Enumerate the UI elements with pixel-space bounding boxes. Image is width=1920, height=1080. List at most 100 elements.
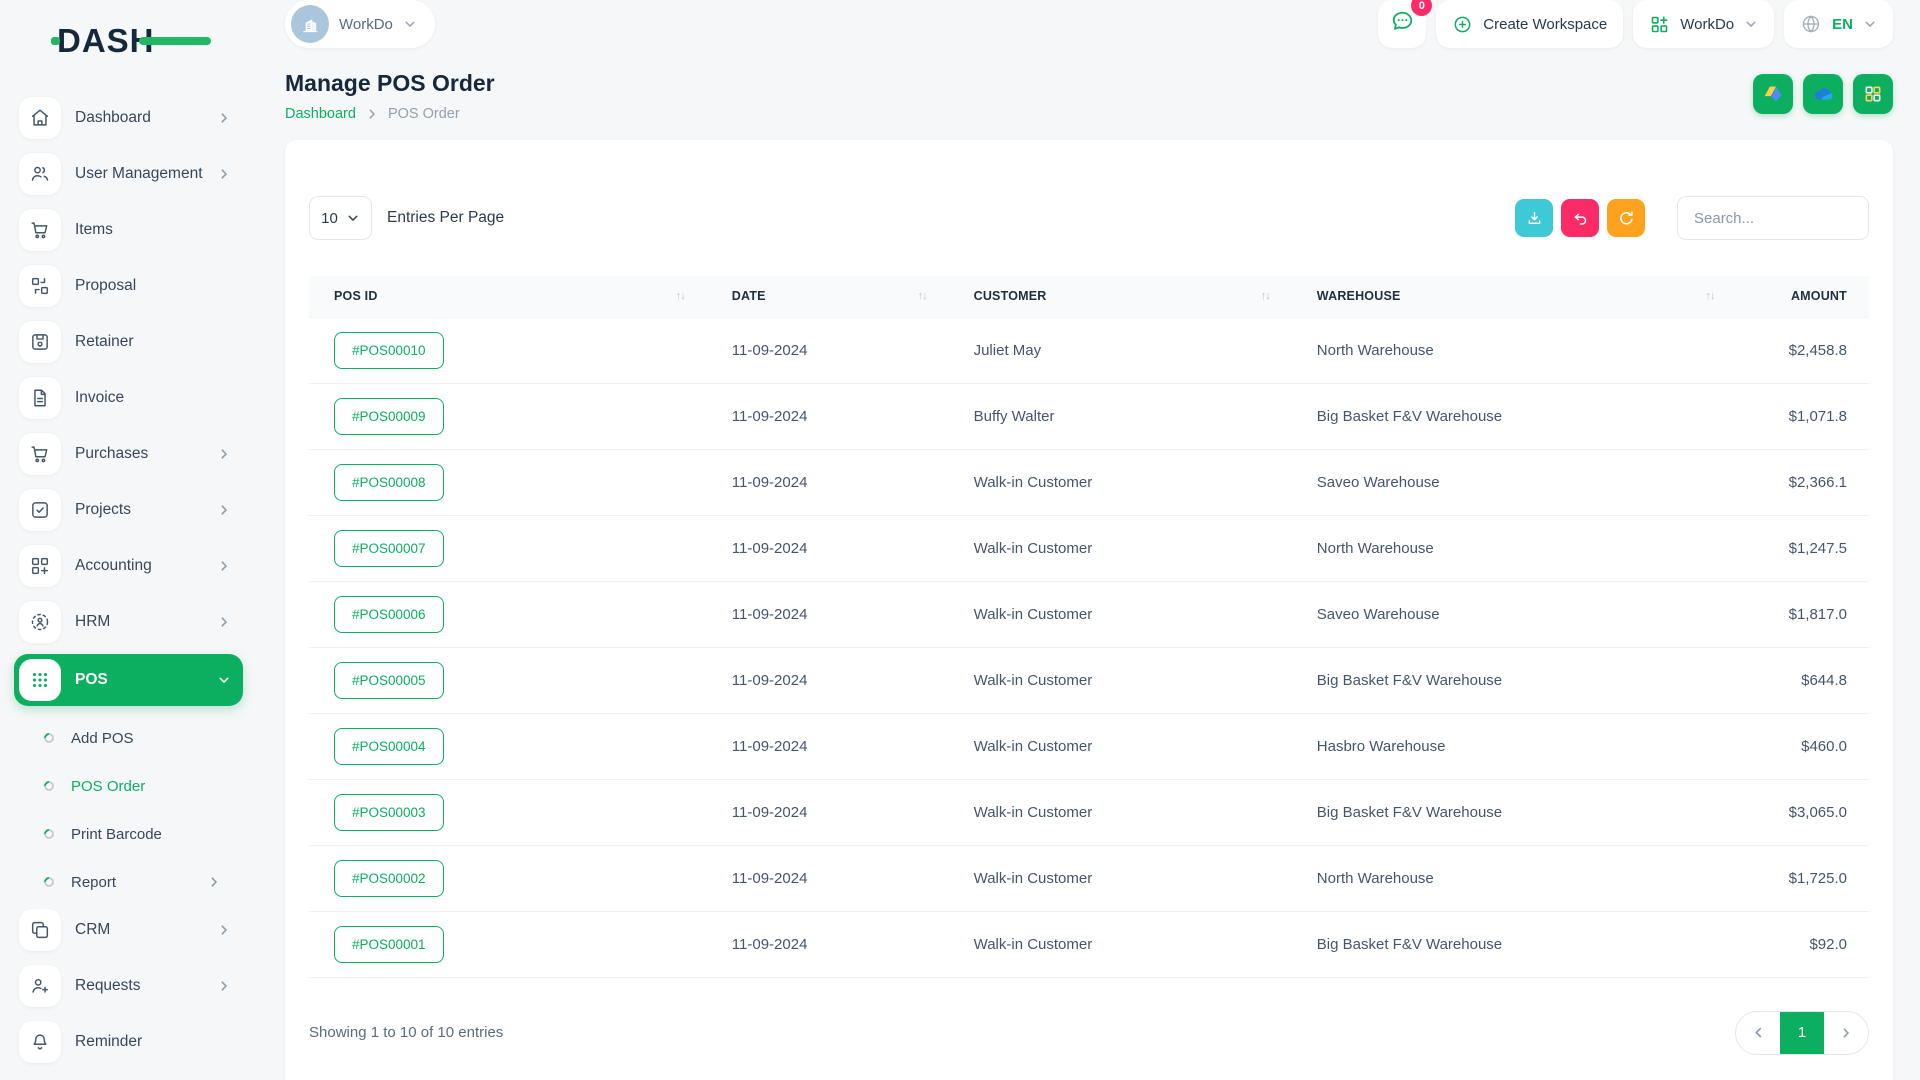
sidebar-item-dashboard[interactable]: Dashboard <box>14 94 243 142</box>
cell-pos-id: #POS00009 <box>309 383 707 449</box>
cell-customer: Walk-in Customer <box>949 779 1292 845</box>
cell-warehouse: North Warehouse <box>1292 317 1737 383</box>
chevron-right-icon <box>217 615 231 629</box>
pos-id-link[interactable]: #POS00003 <box>334 794 444 831</box>
entries-per-page-select[interactable]: 10 <box>309 196 372 240</box>
create-workspace-button[interactable]: Create Workspace <box>1436 0 1623 48</box>
table-row: #POS00006 11-09-2024 Walk-in Customer Sa… <box>309 581 1869 647</box>
users-icon <box>29 163 51 185</box>
cell-customer: Walk-in Customer <box>949 581 1292 647</box>
chevron-right-icon <box>217 111 231 125</box>
sidebar-subitem-print-barcode[interactable]: Print Barcode <box>14 810 243 858</box>
sidebar-item-hrm[interactable]: HRM <box>14 598 243 646</box>
sidebar-item-requests[interactable]: Requests <box>14 962 243 1010</box>
entries-summary: Showing 1 to 10 of 10 entries <box>309 1024 503 1041</box>
pos-id-link[interactable]: #POS00009 <box>334 398 444 435</box>
pos-id-link[interactable]: #POS00004 <box>334 728 444 765</box>
pagination: 1 <box>1735 1011 1869 1055</box>
cell-warehouse: North Warehouse <box>1292 845 1737 911</box>
chat-icon <box>1389 8 1416 40</box>
sidebar-item-label: CRM <box>75 921 217 939</box>
pos-id-link[interactable]: #POS00005 <box>334 662 444 699</box>
gdrive-button[interactable] <box>1753 74 1793 114</box>
export-button[interactable] <box>1515 199 1553 237</box>
sidebar-item-label: User Management <box>75 165 217 183</box>
cell-date: 11-09-2024 <box>707 449 949 515</box>
sidebar-item-invoice[interactable]: Invoice <box>14 374 243 422</box>
sidebar-item-proposal[interactable]: Proposal <box>14 262 243 310</box>
refresh-button[interactable] <box>1607 199 1645 237</box>
table-row: #POS00004 11-09-2024 Walk-in Customer Ha… <box>309 713 1869 779</box>
sidebar-item-projects[interactable]: Projects <box>14 486 243 534</box>
column-header-amount[interactable]: AMOUNT <box>1736 276 1869 317</box>
sidebar-item-label: Invoice <box>75 389 231 407</box>
chevron-right-icon <box>365 107 379 121</box>
breadcrumb: Dashboard POS Order <box>285 106 495 122</box>
sort-icon: ↑↓ <box>676 290 685 302</box>
column-header-pos-id[interactable]: POS ID↑↓ <box>309 276 707 317</box>
check-square-icon <box>29 499 51 521</box>
previous-page-button[interactable] <box>1736 1012 1780 1054</box>
cart-icon <box>29 219 51 241</box>
pos-id-link[interactable]: #POS00008 <box>334 464 444 501</box>
sidebar-subitem-report[interactable]: Report <box>14 858 243 906</box>
logo[interactable]: DASH <box>0 10 257 72</box>
language-selector[interactable]: EN <box>1784 0 1893 48</box>
scan-user-icon <box>29 611 51 633</box>
pos-id-link[interactable]: #POS00010 <box>334 332 444 369</box>
search-input[interactable] <box>1677 196 1869 240</box>
topbar-right: 0 Create Workspace WorkDo EN <box>1378 0 1893 48</box>
cell-amount: $1,817.0 <box>1736 581 1869 647</box>
chevron-down-icon <box>403 17 417 31</box>
pos-id-link[interactable]: #POS00001 <box>334 926 444 963</box>
bell-icon <box>29 1031 51 1053</box>
sidebar-subitem-add-pos[interactable]: Add POS <box>14 714 243 762</box>
workspace-selector[interactable]: WorkDo <box>285 0 435 48</box>
column-header-date[interactable]: DATE↑↓ <box>707 276 949 317</box>
cell-customer: Walk-in Customer <box>949 449 1292 515</box>
cell-amount: $644.8 <box>1736 647 1869 713</box>
cell-date: 11-09-2024 <box>707 713 949 779</box>
column-header-warehouse[interactable]: WAREHOUSE↑↓ <box>1292 276 1737 317</box>
copy-icon <box>29 919 51 941</box>
chevron-right-icon <box>217 559 231 573</box>
chevron-right-icon <box>217 979 231 993</box>
sidebar-item-items[interactable]: Items <box>14 206 243 254</box>
table-row: #POS00007 11-09-2024 Walk-in Customer No… <box>309 515 1869 581</box>
messages-badge: 0 <box>1411 0 1432 16</box>
back-button[interactable] <box>1561 199 1599 237</box>
sidebar-item-reminder[interactable]: Reminder <box>14 1018 243 1066</box>
sidebar-item-user-management[interactable]: User Management <box>14 150 243 198</box>
main-area: WorkDo 0 Create Workspace WorkDo <box>257 0 1920 1080</box>
sidebar-item-retainer[interactable]: Retainer <box>14 318 243 366</box>
current-page-button[interactable]: 1 <box>1780 1012 1824 1054</box>
cell-pos-id: #POS00003 <box>309 779 707 845</box>
pos-id-link[interactable]: #POS00002 <box>334 860 444 897</box>
grid-plus-icon <box>1649 14 1670 35</box>
sidebar-item-label: Retainer <box>75 333 231 351</box>
sidebar-item-accounting[interactable]: Accounting <box>14 542 243 590</box>
sidebar-subitem-label: POS Order <box>71 778 221 795</box>
sidebar-item-purchases[interactable]: Purchases <box>14 430 243 478</box>
onedrive-button[interactable] <box>1803 74 1843 114</box>
column-header-customer[interactable]: CUSTOMER↑↓ <box>949 276 1292 317</box>
sidebar-item-label: Projects <box>75 501 217 519</box>
sidebar-item-label: Proposal <box>75 277 231 295</box>
sidebar-subitem-pos-order[interactable]: POS Order <box>14 762 243 810</box>
sidebar-item-crm[interactable]: CRM <box>14 906 243 954</box>
sidebar-item-label: POS <box>75 671 217 689</box>
workspace-menu-button[interactable]: WorkDo <box>1633 0 1774 48</box>
logo-bar <box>139 37 211 45</box>
language-code: EN <box>1832 16 1853 33</box>
next-page-button[interactable] <box>1824 1012 1868 1054</box>
cell-pos-id: #POS00008 <box>309 449 707 515</box>
messages-button[interactable]: 0 <box>1378 0 1426 48</box>
pos-id-link[interactable]: #POS00006 <box>334 596 444 633</box>
sidebar-item-pos[interactable]: POS <box>14 654 243 706</box>
grid4-button[interactable] <box>1853 74 1893 114</box>
save-icon <box>29 331 51 353</box>
cell-warehouse: Big Basket F&V Warehouse <box>1292 383 1737 449</box>
cell-amount: $92.0 <box>1736 911 1869 977</box>
breadcrumb-dashboard-link[interactable]: Dashboard <box>285 106 356 122</box>
pos-id-link[interactable]: #POS00007 <box>334 530 444 567</box>
